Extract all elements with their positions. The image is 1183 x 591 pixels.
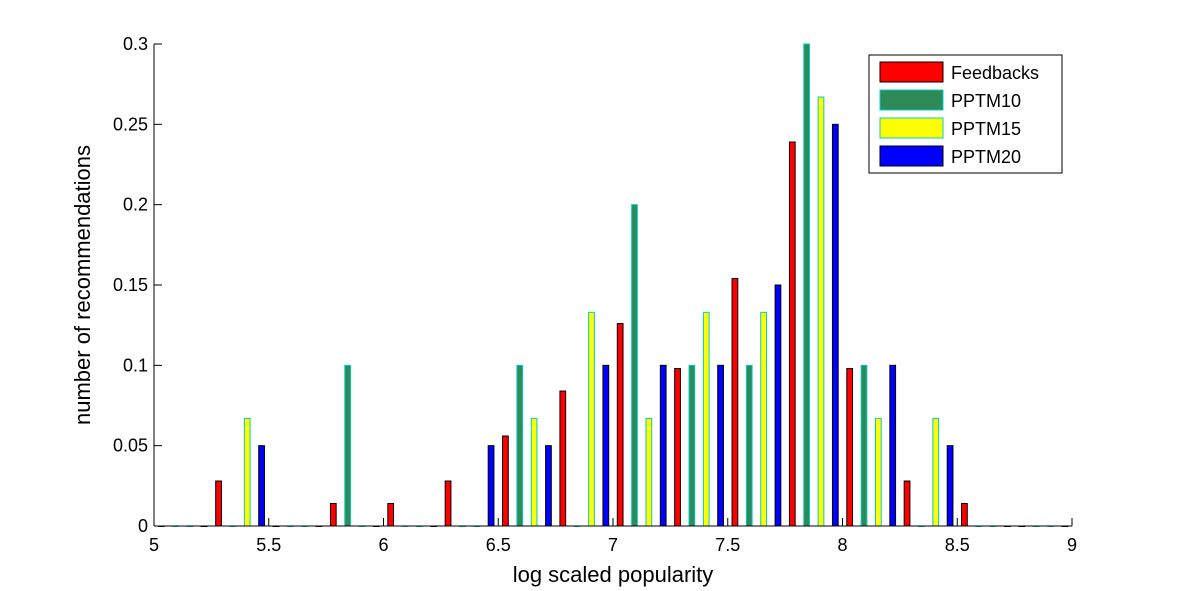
bar-feedbacks [444,480,452,527]
bar-pptm15 [817,96,825,527]
y-tick-label: 0.15 [113,275,148,295]
bar-feedbacks [387,503,395,527]
x-axis-title: log scaled popularity [513,562,714,587]
bar-pptm20 [545,445,552,527]
legend-swatch-pptm15 [879,117,944,139]
legend: Feedbacks PPTM10 PPTM15 PPTM20 [868,54,1063,174]
y-tick-label: 0.3 [123,34,148,54]
bar-pptm10 [516,364,524,527]
bars-group [157,43,1069,527]
y-tick-label: 0.1 [123,355,148,375]
bar-pptm10 [745,364,753,527]
bar-pptm10 [631,204,638,527]
legend-swatch-feedbacks [879,61,944,83]
bar-pptm15 [588,311,595,527]
bar-pptm20 [831,123,839,527]
x-tick-label: 6.5 [486,535,511,555]
bar-pptm15 [243,417,251,527]
legend-label-pptm10: PPTM10 [951,91,1021,111]
bar-pptm10 [688,364,696,527]
bar-pptm15 [645,417,653,527]
y-tick-label: 0.05 [113,436,148,456]
bar-pptm20 [659,364,667,527]
bar-feedbacks [215,480,222,527]
x-tick-label: 6 [378,535,388,555]
bar-pptm20 [717,364,724,527]
y-ticks-group: 0 0.05 0.1 0.15 0.2 0.25 0.3 [113,34,162,536]
bar-pptm15 [702,311,710,527]
bar-pptm20 [258,445,265,527]
bar-feedbacks [846,368,854,527]
y-tick-label: 0.2 [123,195,148,215]
legend-label-pptm15: PPTM15 [951,119,1021,139]
legend-swatch-pptm10 [879,89,944,111]
bar-feedbacks [731,278,739,527]
x-tick-label: 8 [837,535,847,555]
x-tick-label: 7.5 [715,535,740,555]
bar-feedbacks [961,503,968,527]
bar-pptm15 [874,417,882,527]
y-tick-label: 0.25 [113,114,148,134]
bar-feedbacks [329,503,337,527]
bar-feedbacks [502,435,509,527]
legend-label-feedbacks: Feedbacks [951,63,1039,83]
x-tick-label: 5 [149,535,159,555]
bar-pptm15 [760,311,767,527]
bar-pptm20 [602,364,610,527]
bar-pptm15 [932,417,940,527]
bar-pptm10 [860,364,868,527]
bar-pptm15 [530,417,538,527]
x-tick-label: 9 [1067,535,1077,555]
bar-feedbacks [903,480,911,527]
x-tick-label: 8.5 [945,535,970,555]
bar-pptm10 [344,364,352,527]
x-tick-label: 7 [608,535,618,555]
bar-pptm20 [889,364,897,527]
bar-pptm20 [946,445,954,527]
bar-pptm10 [803,43,811,527]
bar-feedbacks [616,323,624,527]
bar-feedbacks [559,390,567,527]
y-tick-label: 0 [138,516,148,536]
x-tick-label: 5.5 [256,535,281,555]
y-axis-title: number of recommendations [70,145,95,425]
legend-label-pptm20: PPTM20 [951,147,1021,167]
x-ticks-group: 5 5.5 6 6.5 7 7.5 8 8.5 9 [149,518,1077,555]
bar-pptm20 [487,445,495,527]
legend-swatch-pptm20 [879,145,944,167]
bar-pptm20 [774,284,782,527]
bar-feedbacks [674,368,681,527]
bar-feedbacks [788,141,796,527]
